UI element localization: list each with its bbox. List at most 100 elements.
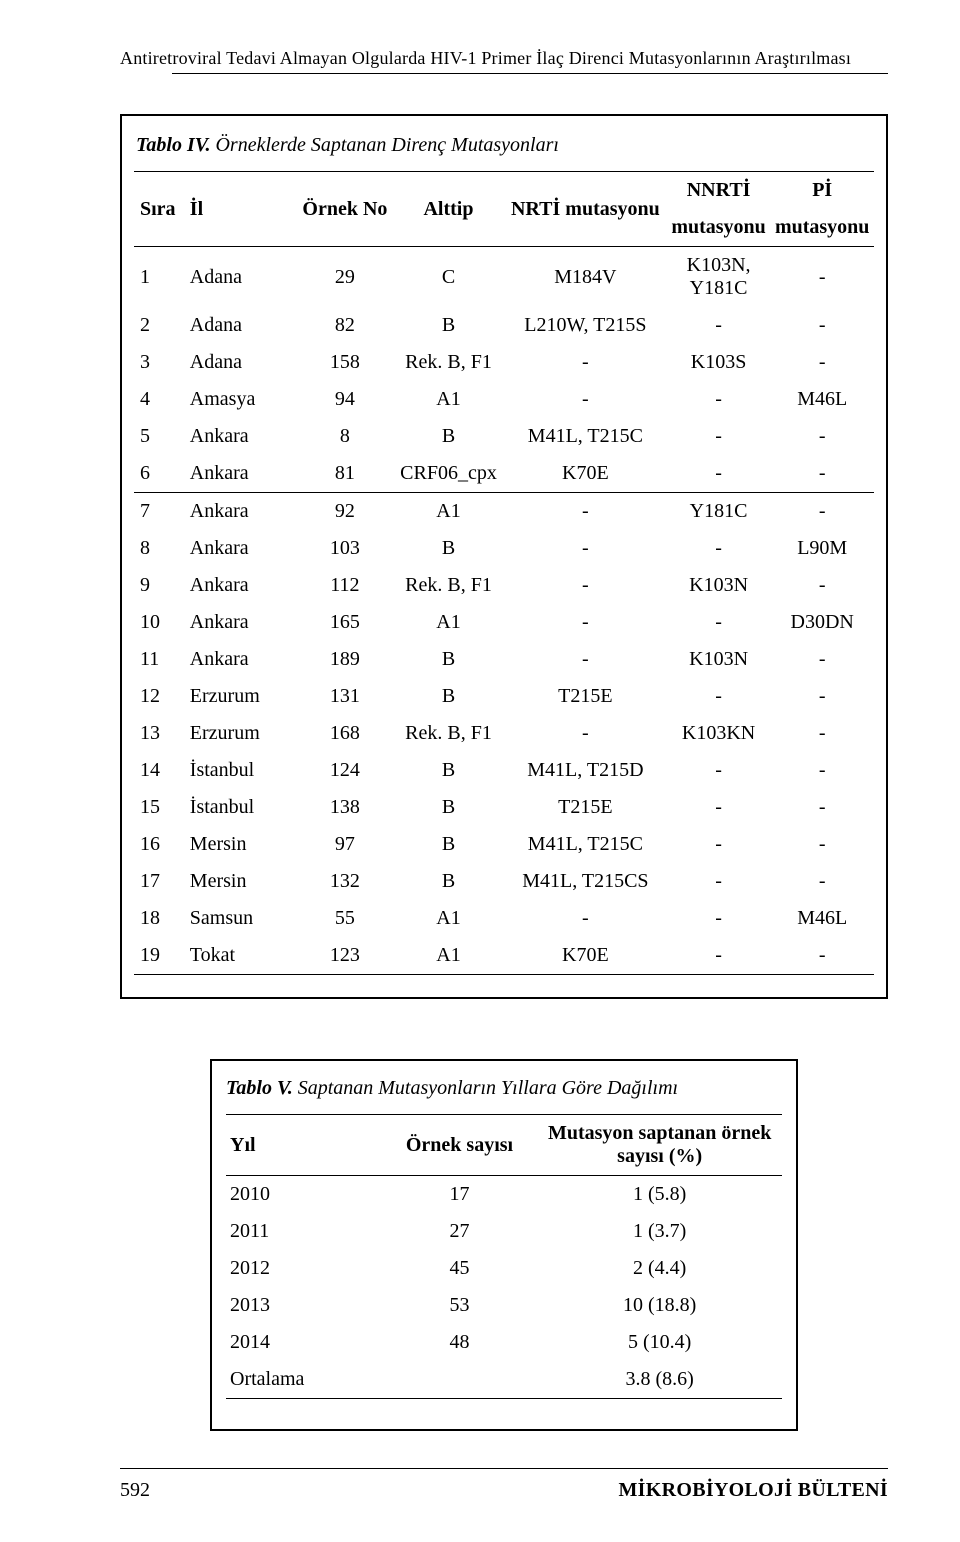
table-row: 2Adana82BL210W, T215S--: [134, 307, 874, 344]
table-row: 3Adana158Rek. B, F1-K103S-: [134, 344, 874, 381]
table-cell: -: [667, 937, 771, 975]
table4-container: Tablo IV. Örneklerde Saptanan Direnç Mut…: [120, 114, 888, 999]
table-cell: Mersin: [186, 863, 297, 900]
head-rule: [120, 73, 888, 74]
table-cell: Ankara: [186, 567, 297, 604]
table-cell: B: [393, 789, 504, 826]
table-cell: 29: [297, 247, 393, 308]
table4-caption: Tablo IV. Örneklerde Saptanan Direnç Mut…: [134, 134, 874, 157]
page-footer: 592 MİKROBİYOLOJİ BÜLTENİ: [120, 1468, 888, 1502]
table4-caption-label: Tablo IV.: [136, 134, 210, 156]
table4: Sıra İl Örnek No Alttip NRTİ mutasyonu N…: [134, 171, 874, 975]
table-cell: K70E: [504, 455, 667, 493]
table-cell: Amasya: [186, 381, 297, 418]
table-row: 4Amasya94A1--M46L: [134, 381, 874, 418]
table-cell: 2014: [226, 1324, 382, 1361]
table-cell: Ankara: [186, 604, 297, 641]
table-cell: 92: [297, 493, 393, 531]
table-row: 1Adana29CM184VK103N, Y181C-: [134, 247, 874, 308]
table-cell: 112: [297, 567, 393, 604]
table-cell: T215E: [504, 789, 667, 826]
table-cell: 124: [297, 752, 393, 789]
table-cell: B: [393, 678, 504, 715]
table-cell: -: [770, 863, 874, 900]
table-cell: K70E: [504, 937, 667, 975]
table-cell: B: [393, 641, 504, 678]
table-row: 2012452 (4.4): [226, 1250, 782, 1287]
table-cell: 14: [134, 752, 186, 789]
table-cell: 10: [134, 604, 186, 641]
table-cell: -: [667, 418, 771, 455]
table-cell: Ankara: [186, 455, 297, 493]
table5-container: Tablo V. Saptanan Mutasyonların Yıllara …: [210, 1059, 798, 1431]
table-cell: Erzurum: [186, 715, 297, 752]
table-cell: 3: [134, 344, 186, 381]
table-cell: A1: [393, 937, 504, 975]
table-cell: M46L: [770, 381, 874, 418]
table-row: 2014485 (10.4): [226, 1324, 782, 1361]
table-row: 13Erzurum168Rek. B, F1-K103KN-: [134, 715, 874, 752]
table-cell: -: [770, 715, 874, 752]
table-row: 16Mersin97BM41L, T215C--: [134, 826, 874, 863]
table-row: 17Mersin132BM41L, T215CS--: [134, 863, 874, 900]
table-cell: 45: [382, 1250, 538, 1287]
table-row: 12Erzurum131BT215E--: [134, 678, 874, 715]
table-cell: 138: [297, 789, 393, 826]
table-cell: 94: [297, 381, 393, 418]
table-cell: 55: [297, 900, 393, 937]
table-cell: CRF06_cpx: [393, 455, 504, 493]
table-cell: Mersin: [186, 826, 297, 863]
t4-col-nnrti-l1: NNRTİ: [667, 172, 771, 210]
table-cell: 132: [297, 863, 393, 900]
table-row: 20135310 (18.8): [226, 1287, 782, 1324]
table5: Yıl Örnek sayısı Mutasyon saptanan örnek…: [226, 1114, 782, 1399]
table-cell: 81: [297, 455, 393, 493]
table-cell: 103: [297, 530, 393, 567]
table-cell: L90M: [770, 530, 874, 567]
table-cell: -: [504, 493, 667, 531]
table-row: 2011271 (3.7): [226, 1213, 782, 1250]
table-cell: -: [667, 752, 771, 789]
table-cell: -: [504, 381, 667, 418]
table-cell: Ankara: [186, 530, 297, 567]
table-cell: Erzurum: [186, 678, 297, 715]
table-row: 5Ankara8BM41L, T215C--: [134, 418, 874, 455]
t5-col-yil: Yıl: [226, 1115, 382, 1176]
table-cell: -: [770, 752, 874, 789]
table-row: 14İstanbul124BM41L, T215D--: [134, 752, 874, 789]
table-cell: 53: [382, 1287, 538, 1324]
journal-name: MİKROBİYOLOJİ BÜLTENİ: [618, 1479, 888, 1502]
table-cell: -: [667, 381, 771, 418]
table-cell: 8: [134, 530, 186, 567]
table-cell: -: [770, 344, 874, 381]
table4-caption-text: Örneklerde Saptanan Direnç Mutasyonları: [215, 134, 558, 156]
table-cell: -: [770, 826, 874, 863]
table-cell: 9: [134, 567, 186, 604]
table-cell: 5 (10.4): [537, 1324, 782, 1361]
table-cell: L210W, T215S: [504, 307, 667, 344]
table-cell: -: [770, 641, 874, 678]
table-cell: -: [770, 678, 874, 715]
table-cell: B: [393, 826, 504, 863]
table-cell: 2012: [226, 1250, 382, 1287]
table5-caption-label: Tablo V.: [226, 1077, 293, 1099]
table-cell: 12: [134, 678, 186, 715]
table-cell: 27: [382, 1213, 538, 1250]
table-cell: 165: [297, 604, 393, 641]
table-row: 19Tokat123A1K70E--: [134, 937, 874, 975]
table-cell: M41L, T215C: [504, 418, 667, 455]
t4-col-pi-l2: mutasyonu: [770, 209, 874, 247]
table-cell: -: [770, 789, 874, 826]
table-cell: M41L, T215CS: [504, 863, 667, 900]
table-cell: 13: [134, 715, 186, 752]
table-cell: K103N: [667, 567, 771, 604]
table-cell: 6: [134, 455, 186, 493]
table-cell: 19: [134, 937, 186, 975]
table-cell: Ortalama: [226, 1361, 382, 1399]
table-cell: 11: [134, 641, 186, 678]
t4-col-alttip: Alttip: [393, 172, 504, 247]
table-row: 11Ankara189B-K103N-: [134, 641, 874, 678]
table-cell: [382, 1361, 538, 1399]
table-cell: 48: [382, 1324, 538, 1361]
table5-caption-text: Saptanan Mutasyonların Yıllara Göre Dağı…: [298, 1077, 678, 1099]
